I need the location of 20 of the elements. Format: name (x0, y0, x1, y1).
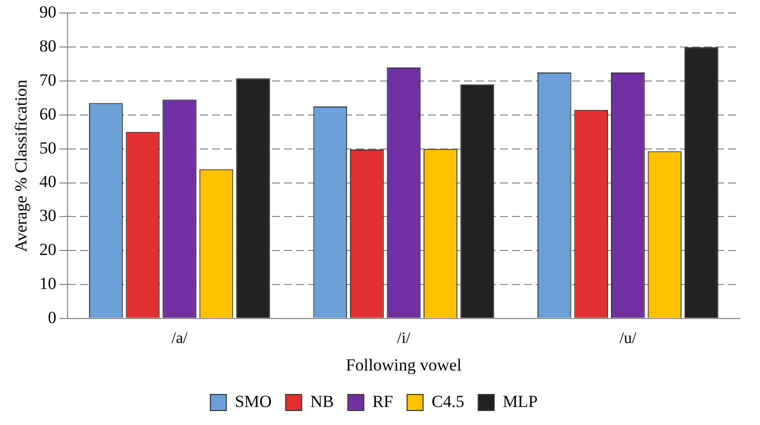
y-tick-label: 50 (39, 138, 56, 158)
legend-label: SMO (234, 392, 272, 411)
legend-label: RF (372, 392, 394, 411)
y-axis-title: Average % Classification (12, 79, 31, 252)
x-tick-label: /u/ (619, 330, 637, 348)
x-tick-label: /i/ (397, 330, 411, 348)
y-tick-label: 90 (39, 2, 56, 22)
y-tick-label: 60 (39, 104, 56, 124)
y-tick-label: 30 (39, 206, 56, 226)
y-tick-label: 20 (39, 240, 56, 260)
y-tick-label: 0 (48, 308, 56, 327)
y-tick-label: 70 (39, 70, 56, 90)
legend-label: MLP (502, 392, 538, 411)
y-tick-label: 80 (39, 36, 56, 56)
legend-label: NB (310, 392, 334, 411)
x-axis-title: Following vowel (346, 355, 462, 374)
x-tick-label: /a/ (172, 330, 188, 348)
y-tick-label: 40 (39, 172, 56, 192)
legend-label: C4.5 (432, 392, 464, 411)
y-tick-label: 10 (39, 274, 56, 293)
